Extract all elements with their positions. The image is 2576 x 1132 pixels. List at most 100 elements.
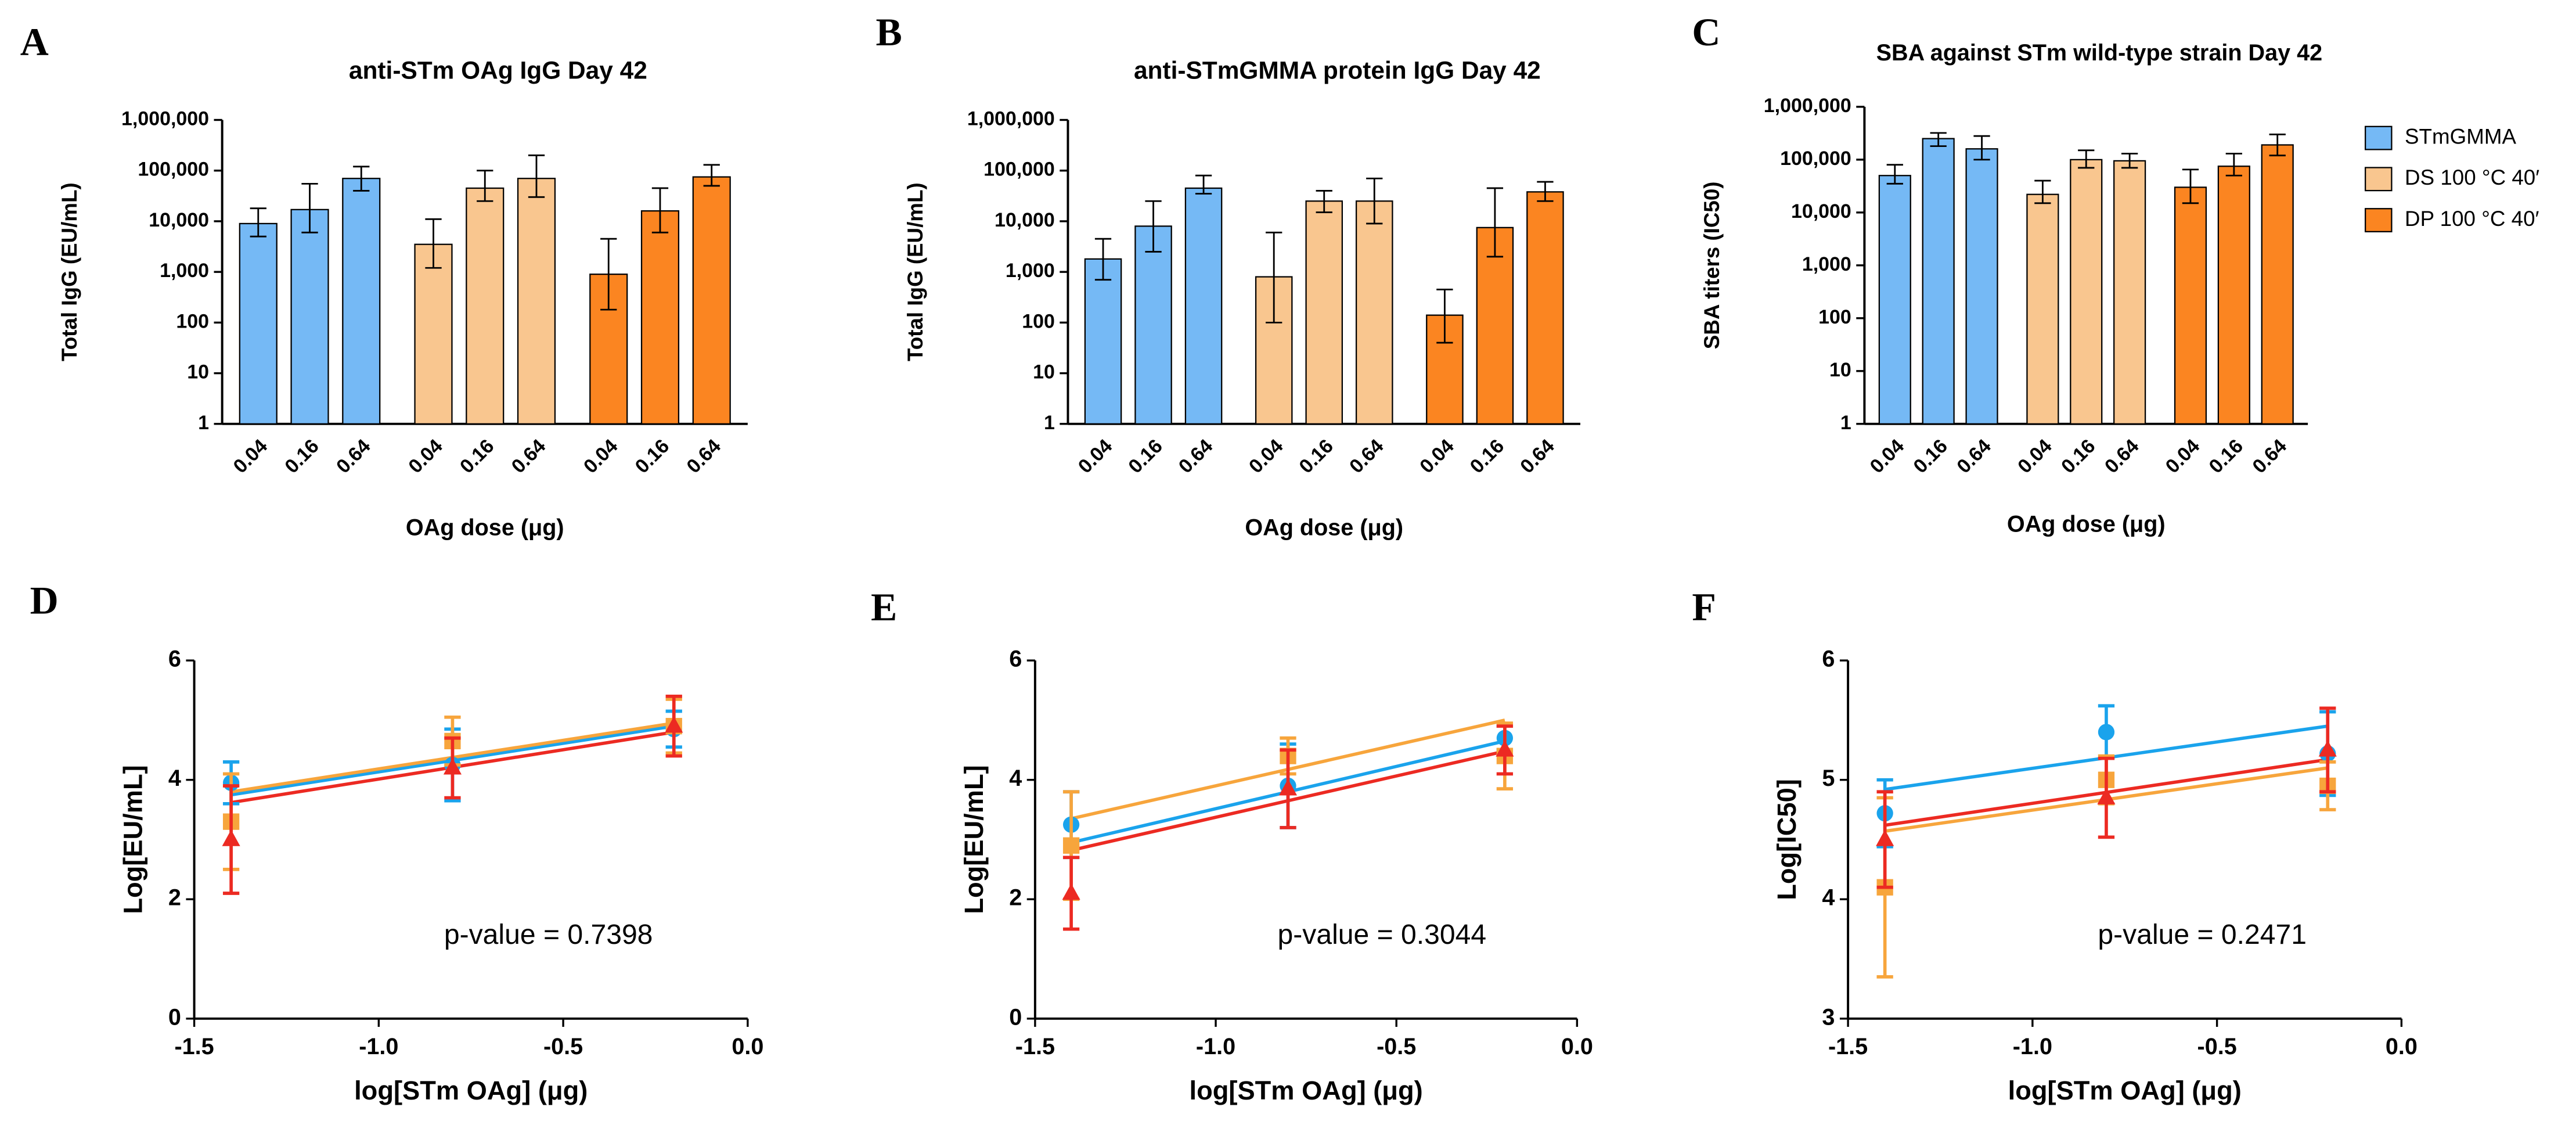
point — [1062, 837, 1080, 854]
point — [443, 758, 462, 775]
bar — [2174, 186, 2207, 425]
x-tick-label: -1.0 — [1196, 1034, 1235, 1059]
panel-letter: B — [876, 10, 902, 54]
y-tick-label: 1,000 — [1006, 260, 1055, 282]
y-axis-label: Log[EU/mL] — [959, 765, 989, 914]
error-bar — [425, 218, 442, 269]
point — [1062, 883, 1080, 900]
x-tick-label: 0.16 — [2057, 435, 2100, 478]
y-tick-label: 100,000 — [138, 159, 209, 181]
annotation: p-value = 0.2471 — [2098, 919, 2307, 950]
x-tick-label: 0.04 — [579, 435, 622, 478]
x-tick-label: 0.16 — [280, 435, 323, 478]
bar — [2113, 160, 2146, 425]
y-tick-label: 6 — [1009, 646, 1022, 672]
error-bar — [301, 182, 318, 233]
y-tick-label: 1,000,000 — [121, 107, 209, 130]
y-tick-label: 10,000 — [149, 209, 209, 231]
error-bar — [477, 170, 493, 202]
y-tick-label: 1,000,000 — [967, 107, 1055, 130]
x-axis-label: log[STm OAg] (μg) — [354, 1076, 588, 1105]
y-tick-label: 100 — [176, 310, 209, 332]
x-axis-label: log[STm OAg] (μg) — [1190, 1076, 1423, 1105]
x-tick-label: 0.64 — [507, 435, 550, 478]
x-tick-label: -1.5 — [1828, 1034, 1868, 1059]
error-bar — [703, 164, 720, 187]
x-tick-label: 0.16 — [1466, 435, 1509, 478]
error-bar — [2182, 168, 2199, 204]
y-tick-label: 2 — [1009, 885, 1022, 911]
y-tick-label: 1,000 — [160, 260, 209, 282]
error-bar — [1145, 200, 1162, 253]
bar — [2026, 193, 2059, 425]
x-tick-label: 0.16 — [1295, 435, 1338, 478]
error-bar — [1886, 164, 1903, 185]
y-tick-label: 10 — [1829, 359, 1851, 381]
bar — [1922, 138, 1955, 425]
point — [2097, 788, 2116, 804]
x-axis-label: OAg dose (μg) — [2007, 512, 2166, 537]
x-tick-label: 0.0 — [2386, 1034, 2418, 1059]
y-tick-label: 10,000 — [995, 209, 1055, 231]
y-tick-label: 6 — [1822, 646, 1835, 672]
bar — [1476, 227, 1514, 425]
error-bar — [1094, 238, 1112, 281]
bar — [239, 222, 278, 425]
x-tick-label: 0.0 — [1561, 1034, 1593, 1059]
y-axis-label: Total IgG (EU/mL) — [57, 182, 81, 361]
bar — [290, 209, 329, 425]
x-tick-label: 0.16 — [456, 435, 499, 478]
y-tick-label: 5 — [1822, 766, 1835, 791]
error-bar — [600, 238, 617, 311]
bar — [1965, 148, 1998, 425]
point — [665, 716, 683, 733]
bar — [414, 243, 453, 425]
y-tick-label: 100,000 — [983, 159, 1055, 181]
bar — [2070, 159, 2103, 425]
panel-letter: D — [30, 579, 59, 623]
error-bar — [1537, 181, 1554, 202]
x-tick-label: 0.04 — [2013, 435, 2056, 478]
error-bar — [353, 166, 370, 192]
legend-swatch — [2365, 125, 2393, 150]
error-bar — [1973, 135, 1990, 161]
y-tick-label: 4 — [168, 766, 181, 791]
x-axis-label: log[STm OAg] (μg) — [2008, 1076, 2242, 1105]
panel-letter: F — [1692, 585, 1716, 629]
bar — [1134, 225, 1172, 425]
y-tick-label: 100,000 — [1780, 148, 1851, 170]
bar — [517, 178, 556, 425]
chart-title: anti-STmGMMA protein IgG Day 42 — [1134, 57, 1541, 84]
legend-swatch — [2365, 167, 2393, 192]
y-axis-label: Total IgG (EU/mL) — [903, 182, 927, 361]
error-bar — [528, 154, 545, 198]
y-axis-label: Log[IC50] — [1772, 779, 1802, 900]
y-tick-label: 6 — [168, 646, 181, 672]
bar — [1305, 200, 1343, 425]
error-bar — [1486, 187, 1504, 258]
legend-swatch — [2365, 208, 2393, 232]
error-bar — [1316, 190, 1332, 213]
y-tick-label: 100 — [1818, 306, 1851, 328]
y-tick-label: 0 — [1009, 1004, 1022, 1030]
legend-label: DP 100 °C 40′ — [2405, 207, 2539, 231]
legend-label: STmGMMA — [2405, 124, 2516, 148]
x-tick-label: 0.0 — [732, 1034, 763, 1059]
annotation: p-value = 0.7398 — [444, 919, 653, 950]
error-bar — [1436, 288, 1453, 344]
bar — [692, 176, 731, 425]
bar — [2217, 166, 2250, 425]
bar — [1878, 175, 1911, 425]
y-axis-label: Log[EU/mL] — [118, 765, 148, 914]
bar — [466, 187, 505, 425]
x-tick-label: 0.04 — [229, 435, 272, 478]
x-tick-label: -1.0 — [2013, 1034, 2052, 1059]
y-tick-label: 10 — [187, 361, 209, 383]
x-tick-label: 0.64 — [1516, 435, 1559, 478]
x-tick-label: 0.16 — [2205, 435, 2248, 478]
y-axis-label: SBA titers (IC50) — [1700, 181, 1724, 349]
bar — [2261, 144, 2294, 425]
x-tick-label: -0.5 — [2197, 1034, 2237, 1059]
x-tick-label: -1.5 — [174, 1034, 214, 1059]
